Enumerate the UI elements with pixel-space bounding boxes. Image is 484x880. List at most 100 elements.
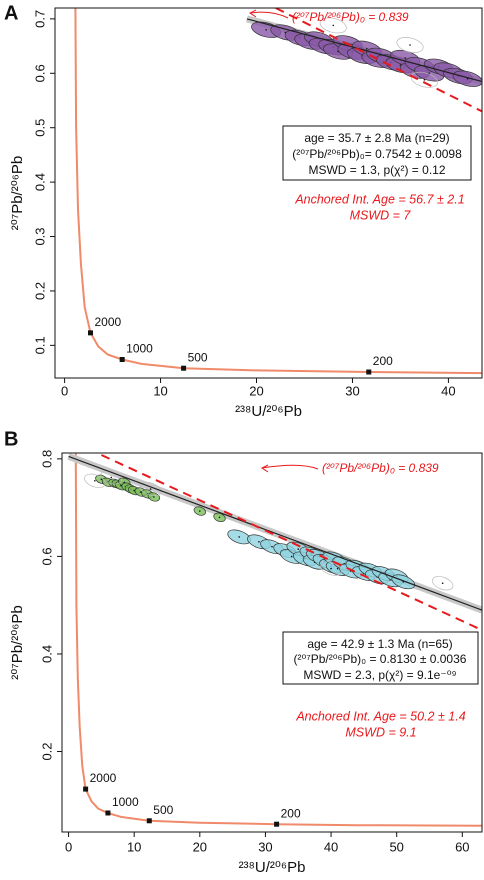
ellipse-center	[258, 540, 260, 543]
ellipse-center	[330, 567, 332, 570]
ellipse-center	[297, 548, 300, 550]
y-axis-label: ²⁰⁷Pb/²⁰⁶Pb	[9, 156, 26, 230]
x-tick-label: 10	[127, 839, 141, 854]
x-tick-label: 50	[389, 839, 403, 854]
rejected-ellipse	[100, 470, 122, 485]
x-tick-label: 0	[65, 839, 72, 854]
x-tick-label: 40	[441, 383, 455, 398]
x-tick-label: 0	[61, 383, 68, 398]
ellipse-center	[290, 555, 293, 558]
annotation-arrowhead	[261, 464, 269, 473]
ellipse-center	[149, 488, 152, 490]
ellipse-center	[199, 510, 201, 512]
ellipse-center	[404, 57, 407, 59]
ellipse-center	[218, 516, 221, 519]
panel-label: A	[4, 2, 18, 24]
y-tick-label: 0.4	[39, 645, 54, 663]
x-axis-label: ²³⁸U/²⁰⁶Pb	[239, 859, 306, 876]
result-line: MSWD = 2.3, p(χ²) = 9.1e⁻⁰⁹	[303, 668, 456, 682]
annotation: (²⁰⁷Pb/²⁰⁶Pb)₀ = 0.839	[292, 10, 409, 24]
plot-frame	[61, 452, 483, 833]
y-tick-label: 0.1	[32, 336, 47, 354]
result-line: (²⁰⁷Pb/²⁰⁶Pb)₀ = 0.8130 ± 0.0036	[294, 652, 467, 666]
age-marker	[274, 821, 280, 827]
age-marker	[83, 786, 89, 792]
anchored-result: Anchored Int. Age = 50.2 ± 1.4	[295, 709, 465, 723]
age-marker-label: 200	[373, 354, 393, 368]
ellipse-center	[423, 79, 426, 81]
ellipse-center	[94, 480, 96, 482]
age-marker	[366, 369, 372, 375]
ellipse-center	[441, 582, 444, 585]
y-tick-label: 0.6	[39, 547, 54, 565]
ellipse-center	[133, 489, 135, 492]
x-tick-label: 30	[345, 383, 359, 398]
ellipse-center	[409, 44, 411, 46]
anchored-result: MSWD = 9.1	[345, 725, 416, 739]
age-marker-label: 1000	[126, 342, 153, 356]
y-tick-label: 0.2	[39, 742, 54, 760]
y-tick-label: 0.2	[32, 282, 47, 300]
age-marker	[119, 357, 125, 362]
ellipse-center	[100, 478, 103, 481]
age-marker	[88, 330, 94, 336]
annotation-arrow	[249, 11, 289, 19]
annotation: (²⁰⁷Pb/²⁰⁶Pb)₀ = 0.839	[322, 461, 439, 475]
ellipse-center	[153, 496, 155, 498]
y-tick-label: 0.5	[32, 119, 47, 137]
plot-area	[74, 8, 482, 375]
result-box	[282, 631, 479, 685]
ellipse-center	[336, 567, 339, 570]
rejected-ellipse	[84, 473, 106, 488]
result-box	[282, 125, 472, 181]
y-tick-label: 0.7	[32, 10, 47, 28]
age-marker	[181, 365, 187, 371]
y-tick-label: 0.3	[32, 227, 47, 245]
annotation-arrowhead	[249, 9, 257, 18]
age-marker-label: 200	[281, 806, 301, 820]
ellipse-center	[110, 476, 113, 479]
y-tick-label: 0.8	[39, 450, 54, 468]
x-tick-label: 20	[193, 839, 207, 854]
age-marker-label: 500	[153, 803, 173, 817]
x-tick-label: 20	[249, 383, 263, 398]
result-line: (²⁰⁷Pb/²⁰⁶Pb)₀= 0.7542 ± 0.0098	[292, 147, 462, 161]
ellipse-center	[238, 536, 240, 538]
anchored-result: Anchored Int. Age = 56.7 ± 2.1	[294, 192, 464, 206]
plot-frame	[54, 7, 483, 379]
anchored-line	[100, 454, 482, 632]
ellipse-center	[139, 491, 142, 493]
annotation-arrow	[261, 464, 319, 470]
regression-line	[68, 455, 482, 611]
age-marker	[146, 818, 152, 824]
rejected-ellipse	[396, 37, 424, 53]
anchored-result: MSWD = 7	[350, 208, 412, 222]
concordia-curve	[74, 8, 482, 375]
rejected-ellipse	[319, 17, 347, 34]
result-line: MSWD = 1.3, p(χ²) = 0.12	[308, 163, 445, 177]
y-axis-label: ²⁰⁷Pb/²⁰⁶Pb	[9, 605, 26, 679]
x-axis-label: ²³⁸U/²⁰⁶Pb	[235, 403, 302, 420]
x-tick-label: 40	[324, 839, 338, 854]
ellipse-center	[271, 545, 273, 548]
age-marker	[105, 810, 111, 816]
age-marker-label: 1000	[112, 795, 139, 809]
x-tick-label: 60	[455, 839, 469, 854]
result-line: age = 42.9 ± 1.3 Ma (n=65)	[307, 637, 452, 651]
rejected-ellipse	[139, 481, 162, 497]
age-marker-label: 2000	[95, 315, 122, 329]
y-tick-label: 0.4	[32, 173, 47, 191]
age-marker-label: 2000	[90, 771, 117, 785]
y-tick-label: 0.6	[32, 64, 47, 82]
anchored-line	[275, 8, 482, 113]
x-tick-label: 10	[153, 383, 167, 398]
regression-line	[246, 18, 482, 83]
rejected-ellipse	[320, 561, 342, 576]
concordia-curve	[74, 453, 482, 827]
rejected-ellipse	[431, 576, 454, 591]
ellipse-center	[366, 48, 368, 50]
result-line: age = 35.7 ± 2.8 Ma (n=29)	[304, 131, 449, 145]
ellipse-center	[332, 24, 335, 27]
plot-area	[67, 453, 482, 827]
